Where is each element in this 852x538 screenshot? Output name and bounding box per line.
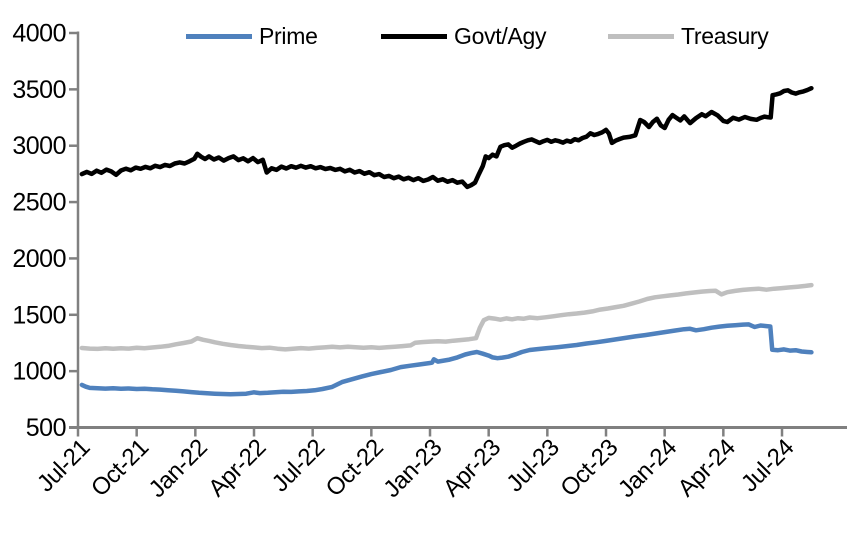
x-tick-label: Jan-23 [378, 434, 447, 503]
govt-agy-line-swatch-icon [381, 33, 447, 39]
series-line-treasury [79, 282, 814, 352]
y-tick-label: 2500 [12, 189, 66, 217]
y-tick-label: 2000 [12, 245, 66, 273]
legend-label-govt-agy: Govt/Agy [454, 22, 547, 49]
x-tick-label: Jul-23 [501, 434, 564, 497]
legend-item-govt-agy: Govt/Agy [381, 22, 547, 50]
x-tick-label: Jul-21 [32, 434, 95, 497]
y-tick-label: 1500 [12, 301, 66, 329]
y-tick-label: 500 [26, 414, 66, 442]
series-line-prime [79, 322, 814, 397]
legend-label-prime: Prime [259, 22, 318, 49]
y-tick-label: 1000 [12, 358, 66, 386]
x-tick-label: Jan-24 [613, 434, 682, 503]
x-tick-label: Jul-22 [267, 434, 330, 497]
x-tick-label: Oct-22 [321, 434, 389, 502]
x-tick-label: Apr-22 [203, 434, 271, 502]
prime-line-swatch-icon [186, 33, 252, 39]
legend-label-treasury: Treasury [681, 22, 769, 49]
legend-item-prime: Prime [186, 22, 318, 50]
x-tick-label: Apr-24 [673, 434, 741, 502]
x-tick-label: Oct-23 [555, 434, 623, 502]
y-tick-label: 4000 [12, 20, 66, 48]
legend-item-treasury: Treasury [608, 22, 769, 50]
y-tick-label: 3000 [12, 132, 66, 160]
x-tick-label: Jul-24 [736, 434, 799, 497]
y-tick-label: 3500 [12, 76, 66, 104]
treasury-line-swatch-icon [608, 33, 674, 39]
x-tick-label: Apr-23 [438, 434, 506, 502]
x-tick-label: Oct-21 [86, 434, 154, 502]
legend: Prime Govt/Agy Treasury [0, 22, 852, 52]
series-line-govt-agy [79, 85, 814, 190]
x-tick-label: Jan-22 [144, 434, 213, 503]
